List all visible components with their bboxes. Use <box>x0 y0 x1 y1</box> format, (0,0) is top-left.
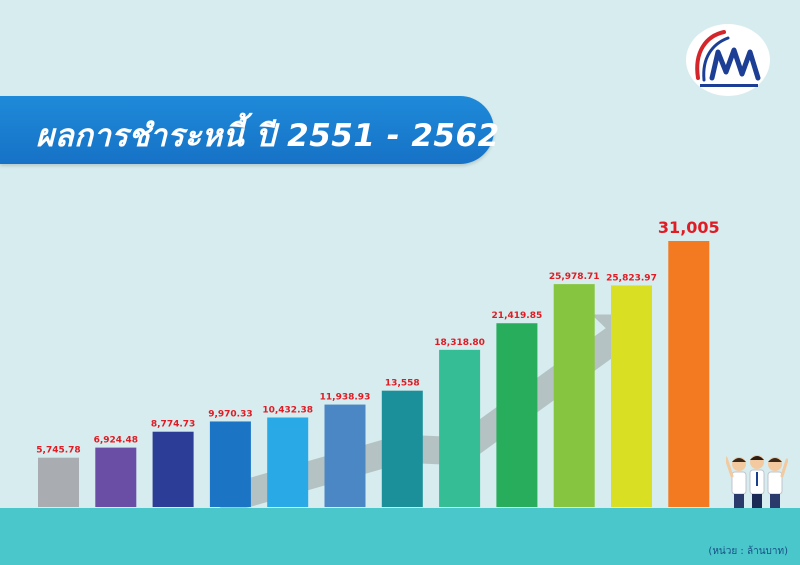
bar-2558 <box>439 349 481 507</box>
title-banner: ผลการชำระหนี้ ปี 2551 - 2562 <box>0 96 499 164</box>
value-label-2561: 25,823.97 <box>606 273 657 283</box>
value-label-2556: 11,938.93 <box>320 393 371 403</box>
value-label-2552: 6,924.48 <box>94 436 138 446</box>
bar-2562 <box>668 241 710 507</box>
value-label-2562: 31,005 <box>658 218 720 237</box>
unit-note: (หน่วย : ล้านบาท) <box>708 546 788 557</box>
bar-2560 <box>553 284 595 507</box>
cheering-people-icon <box>726 455 788 508</box>
value-label-2553: 8,774.73 <box>151 420 195 430</box>
bar-2557 <box>381 390 423 507</box>
value-label-2557: 13,558 <box>385 379 420 389</box>
bar-2553 <box>152 431 194 507</box>
value-label-2558: 18,318.80 <box>434 338 485 348</box>
value-label-2560: 25,978.71 <box>549 272 600 282</box>
value-label-2559: 21,419.85 <box>492 311 543 321</box>
ctf-logo-icon <box>686 24 770 96</box>
bar-2556 <box>324 404 366 507</box>
bar-2561 <box>611 285 652 507</box>
bar-2555 <box>267 417 309 507</box>
value-label-2554: 9,970.33 <box>208 409 252 419</box>
page-title: ผลการชำระหนี้ ปี 2551 - 2562 <box>36 118 500 154</box>
footer-band <box>0 508 800 565</box>
bar-2559 <box>496 323 538 507</box>
bar-2551 <box>38 457 79 507</box>
value-label-2555: 10,432.38 <box>262 405 313 415</box>
bar-2554 <box>209 421 251 507</box>
value-label-2551: 5,745.78 <box>36 446 80 456</box>
bar-2552 <box>95 447 137 507</box>
